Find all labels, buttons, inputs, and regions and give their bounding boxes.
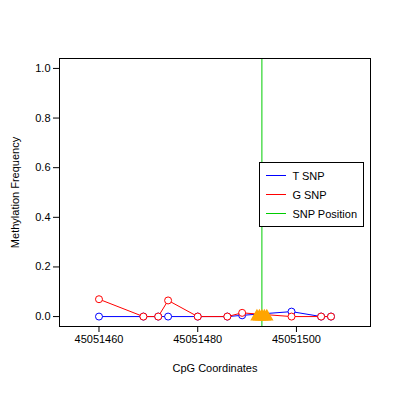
svg-text:Methylation Frequency: Methylation Frequency	[9, 136, 21, 248]
svg-text:CpG Coordinates: CpG Coordinates	[173, 362, 258, 374]
svg-text:1.0: 1.0	[35, 62, 50, 74]
html-text:G SNP: G SNP	[292, 188, 327, 201]
svg-text:0.2: 0.2	[35, 260, 50, 272]
svg-text:0.4: 0.4	[35, 211, 50, 223]
html-text:SNP Position: SNP Position	[292, 207, 357, 220]
svg-text:0.6: 0.6	[35, 161, 50, 173]
svg-text:45051460: 45051460	[75, 333, 124, 345]
svg-text:0.0: 0.0	[35, 310, 50, 322]
svg-text:45051500: 45051500	[272, 333, 321, 345]
html-text:T SNP: T SNP	[292, 169, 325, 182]
svg-text:45051480: 45051480	[173, 333, 222, 345]
svg-text:0.8: 0.8	[35, 112, 50, 124]
